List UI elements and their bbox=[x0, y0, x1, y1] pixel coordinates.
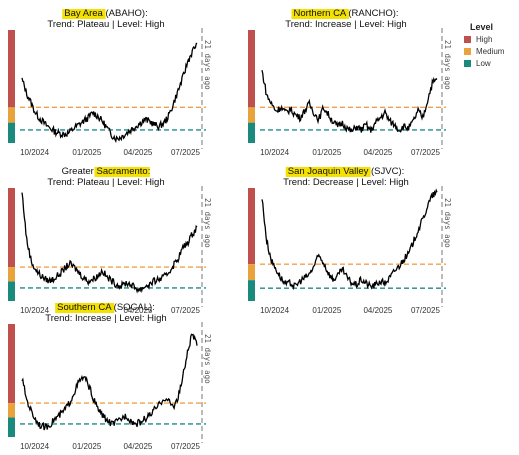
chart-title: Southern CA (SOCAL): bbox=[57, 302, 155, 313]
x-tick-label: 10/2024 bbox=[260, 148, 289, 157]
legend-label-low: Low bbox=[476, 59, 491, 68]
chart-panel-2: Northern CA (RANCHO):Trend: Increase | L… bbox=[248, 8, 452, 157]
vline-label: 21 days ago bbox=[203, 40, 212, 90]
chart-panel-3: Greater Sacramento:Trend: Plateau | Leve… bbox=[8, 166, 212, 315]
title-code: (SOCAL): bbox=[111, 302, 155, 313]
chart-title: Bay Area (ABAHO): bbox=[64, 8, 147, 19]
x-tick-label: 07/2025 bbox=[411, 148, 440, 157]
x-tick-label: 10/2024 bbox=[20, 442, 49, 451]
x-tick-label: 07/2025 bbox=[171, 148, 200, 157]
title-region: Sacramento bbox=[96, 166, 147, 177]
chart-title: Greater Sacramento: bbox=[62, 166, 151, 177]
x-tick-label: 07/2025 bbox=[411, 306, 440, 315]
level-bar-medium bbox=[8, 267, 15, 282]
region-highlight bbox=[62, 9, 106, 19]
title-code: (SJVC): bbox=[368, 166, 404, 177]
x-tick-label: 01/2025 bbox=[312, 148, 341, 157]
level-bar-low bbox=[8, 281, 15, 301]
legend-title: Level bbox=[470, 22, 493, 32]
x-tick-label: 01/2025 bbox=[312, 306, 341, 315]
legend-label-high: High bbox=[476, 35, 492, 44]
legend-swatch-high bbox=[464, 36, 471, 43]
level-bar-low bbox=[8, 417, 15, 437]
level-bar-low bbox=[248, 280, 255, 301]
chart-subtitle: Trend: Plateau | Level: High bbox=[47, 177, 164, 188]
chart-subtitle: Trend: Increase | Level: High bbox=[45, 313, 166, 324]
vline-label: 21 days ago bbox=[443, 40, 452, 90]
level-bar-low bbox=[248, 122, 255, 143]
level-bar-high bbox=[8, 324, 15, 404]
legend: Level High Medium Low bbox=[464, 22, 505, 68]
level-bar-high bbox=[248, 30, 255, 108]
x-tick-label: 07/2025 bbox=[171, 442, 200, 451]
chart-panel-4: San Joaquin Valley (SJVC):Trend: Decreas… bbox=[248, 166, 452, 315]
level-bar-high bbox=[8, 30, 15, 108]
x-tick-label: 01/2025 bbox=[72, 148, 101, 157]
x-tick-label: 01/2025 bbox=[72, 442, 101, 451]
level-bar-medium bbox=[8, 107, 15, 123]
chart-subtitle: Trend: Increase | Level: High bbox=[285, 19, 406, 30]
title-region: Southern CA bbox=[57, 302, 112, 313]
chart-title: San Joaquin Valley (SJVC): bbox=[288, 166, 405, 177]
region-highlight bbox=[55, 303, 115, 313]
x-tick-label: 04/2025 bbox=[123, 306, 152, 315]
series-line bbox=[261, 188, 438, 291]
x-tick-label: 04/2025 bbox=[363, 306, 392, 315]
region-highlight bbox=[94, 167, 150, 177]
series-line bbox=[21, 42, 198, 143]
level-bar-medium bbox=[248, 264, 255, 281]
title-region: Northern CA bbox=[293, 8, 346, 19]
x-tick-label: 04/2025 bbox=[363, 148, 392, 157]
vline-label: 21 days ago bbox=[203, 198, 212, 248]
x-tick-label: 10/2024 bbox=[260, 306, 289, 315]
series-line bbox=[21, 192, 198, 294]
title-code: (ABAHO): bbox=[103, 8, 148, 19]
vline-label: 21 days ago bbox=[443, 198, 452, 248]
x-tick-label: 04/2025 bbox=[123, 148, 152, 157]
level-bar-low bbox=[8, 122, 15, 143]
vline-label: 21 days ago bbox=[203, 334, 212, 384]
chart-panel-5: Southern CA (SOCAL):Trend: Increase | Le… bbox=[8, 302, 212, 451]
series-line bbox=[261, 70, 438, 133]
title-region: San Joaquin Valley bbox=[288, 166, 369, 177]
region-highlight bbox=[291, 9, 349, 19]
chart-title: Northern CA (RANCHO): bbox=[293, 8, 398, 19]
level-bar-medium bbox=[8, 403, 15, 418]
legend-swatch-medium bbox=[464, 48, 471, 55]
legend-label-medium: Medium bbox=[476, 47, 505, 56]
region-highlight bbox=[285, 167, 371, 177]
level-bar-medium bbox=[248, 107, 255, 123]
legend-swatch-low bbox=[464, 60, 471, 67]
title-region: Bay Area bbox=[64, 8, 103, 19]
chart-subtitle: Trend: Decrease | Level: High bbox=[283, 177, 409, 188]
title-code: (RANCHO): bbox=[346, 8, 399, 19]
series-line bbox=[21, 333, 198, 431]
title-prefix: Greater bbox=[62, 166, 97, 177]
chart-subtitle: Trend: Plateau | Level: High bbox=[47, 19, 164, 30]
x-tick-label: 04/2025 bbox=[123, 442, 152, 451]
level-bar-high bbox=[248, 188, 255, 265]
x-tick-label: 10/2024 bbox=[20, 148, 49, 157]
level-bar-high bbox=[8, 188, 15, 268]
chart-panel-1: Bay Area (ABAHO):Trend: Plateau | Level:… bbox=[8, 8, 212, 157]
x-tick-label: 10/2024 bbox=[20, 306, 49, 315]
title-code: : bbox=[148, 166, 151, 177]
x-tick-label: 07/2025 bbox=[171, 306, 200, 315]
